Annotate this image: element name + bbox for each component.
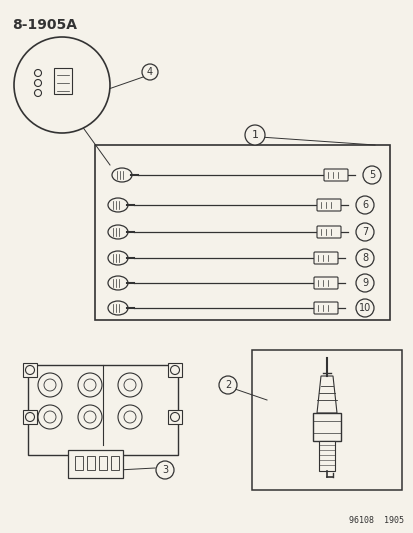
Circle shape xyxy=(142,64,158,80)
Circle shape xyxy=(14,37,110,133)
Bar xyxy=(99,456,107,470)
FancyBboxPatch shape xyxy=(323,169,347,181)
Circle shape xyxy=(44,411,56,423)
FancyBboxPatch shape xyxy=(313,277,337,289)
Circle shape xyxy=(124,379,136,391)
Text: 6: 6 xyxy=(361,200,367,210)
Text: 4: 4 xyxy=(147,67,153,77)
Text: 9: 9 xyxy=(361,278,367,288)
Polygon shape xyxy=(316,376,336,413)
Circle shape xyxy=(78,373,102,397)
FancyBboxPatch shape xyxy=(313,302,337,314)
Bar xyxy=(23,410,37,424)
Circle shape xyxy=(124,411,136,423)
Circle shape xyxy=(78,405,102,429)
Circle shape xyxy=(118,373,142,397)
Ellipse shape xyxy=(112,168,132,182)
Bar xyxy=(168,410,182,424)
Circle shape xyxy=(362,166,380,184)
Text: 3: 3 xyxy=(161,465,168,475)
Bar xyxy=(68,450,123,478)
Bar xyxy=(312,413,340,441)
Text: 1: 1 xyxy=(251,130,258,140)
Circle shape xyxy=(84,379,96,391)
Circle shape xyxy=(170,413,179,422)
Bar xyxy=(168,363,182,377)
Ellipse shape xyxy=(108,301,128,315)
Circle shape xyxy=(38,373,62,397)
FancyBboxPatch shape xyxy=(316,199,340,211)
Bar xyxy=(87,456,95,470)
FancyBboxPatch shape xyxy=(54,68,72,94)
Text: 7: 7 xyxy=(361,227,367,237)
Bar xyxy=(28,365,178,455)
Circle shape xyxy=(44,379,56,391)
Circle shape xyxy=(218,376,236,394)
Ellipse shape xyxy=(108,225,128,239)
Circle shape xyxy=(156,461,173,479)
Bar xyxy=(95,145,389,320)
Circle shape xyxy=(26,413,34,422)
Circle shape xyxy=(355,249,373,267)
Circle shape xyxy=(355,274,373,292)
Circle shape xyxy=(118,405,142,429)
Text: 8: 8 xyxy=(361,253,367,263)
FancyBboxPatch shape xyxy=(313,252,337,264)
Ellipse shape xyxy=(108,198,128,212)
Bar xyxy=(111,456,119,470)
Ellipse shape xyxy=(108,251,128,265)
Circle shape xyxy=(355,299,373,317)
Circle shape xyxy=(84,411,96,423)
Text: 5: 5 xyxy=(368,170,374,180)
Bar xyxy=(252,350,401,490)
Text: 96108  1905: 96108 1905 xyxy=(348,516,403,525)
Bar xyxy=(23,363,37,377)
Circle shape xyxy=(38,405,62,429)
Circle shape xyxy=(355,196,373,214)
Text: 2: 2 xyxy=(224,380,230,390)
Ellipse shape xyxy=(108,276,128,290)
Circle shape xyxy=(244,125,264,145)
Circle shape xyxy=(170,366,179,375)
Text: 10: 10 xyxy=(358,303,370,313)
Bar xyxy=(75,456,83,470)
Circle shape xyxy=(355,223,373,241)
Text: 8-1905A: 8-1905A xyxy=(12,18,77,32)
FancyBboxPatch shape xyxy=(316,226,340,238)
Circle shape xyxy=(26,366,34,375)
Bar xyxy=(318,441,334,471)
